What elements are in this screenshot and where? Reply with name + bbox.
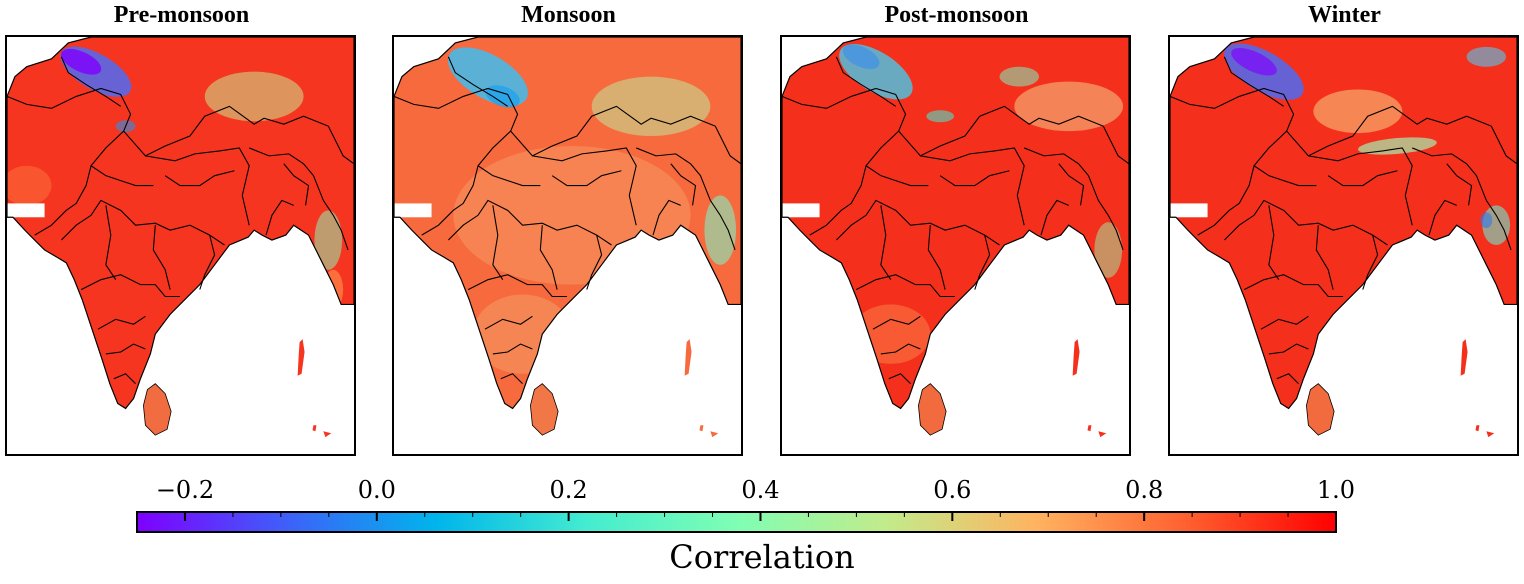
map-graphic: [1170, 37, 1517, 438]
colorbar-tick-label: 0.8: [1125, 476, 1164, 504]
map-panel-winter: [1168, 35, 1519, 456]
colorbar-tick-label: 0.0: [357, 476, 396, 504]
colorbar-tick-label: 0.4: [741, 476, 780, 504]
colorbar-tick-label: −0.2: [155, 476, 215, 504]
colorbar-title: Correlation: [669, 538, 855, 576]
map-panel-monsoon: [392, 35, 743, 456]
panel-title-post-monsoon: Post-monsoon: [884, 2, 1029, 28]
map-graphic: [782, 37, 1129, 438]
colorbar-graphic: [136, 511, 1337, 533]
map-panel-pre-monsoon: [5, 35, 356, 456]
colorbar: Correlation −0.2 0.0 0.2 0.4 0.6 0.8 1.0: [0, 470, 1524, 584]
panel-title-monsoon: Monsoon: [521, 2, 616, 28]
map-graphic: [7, 37, 354, 438]
colorbar-tick-label: 0.2: [549, 476, 588, 504]
map-panel-post-monsoon: [780, 35, 1131, 456]
map-graphic: [394, 37, 741, 438]
colorbar-tick-label: 1.0: [1316, 476, 1356, 504]
panel-title-winter: Winter: [1308, 2, 1381, 28]
panel-title-pre-monsoon: Pre-monsoon: [113, 2, 250, 28]
colorbar-tick-label: 0.6: [933, 476, 972, 504]
